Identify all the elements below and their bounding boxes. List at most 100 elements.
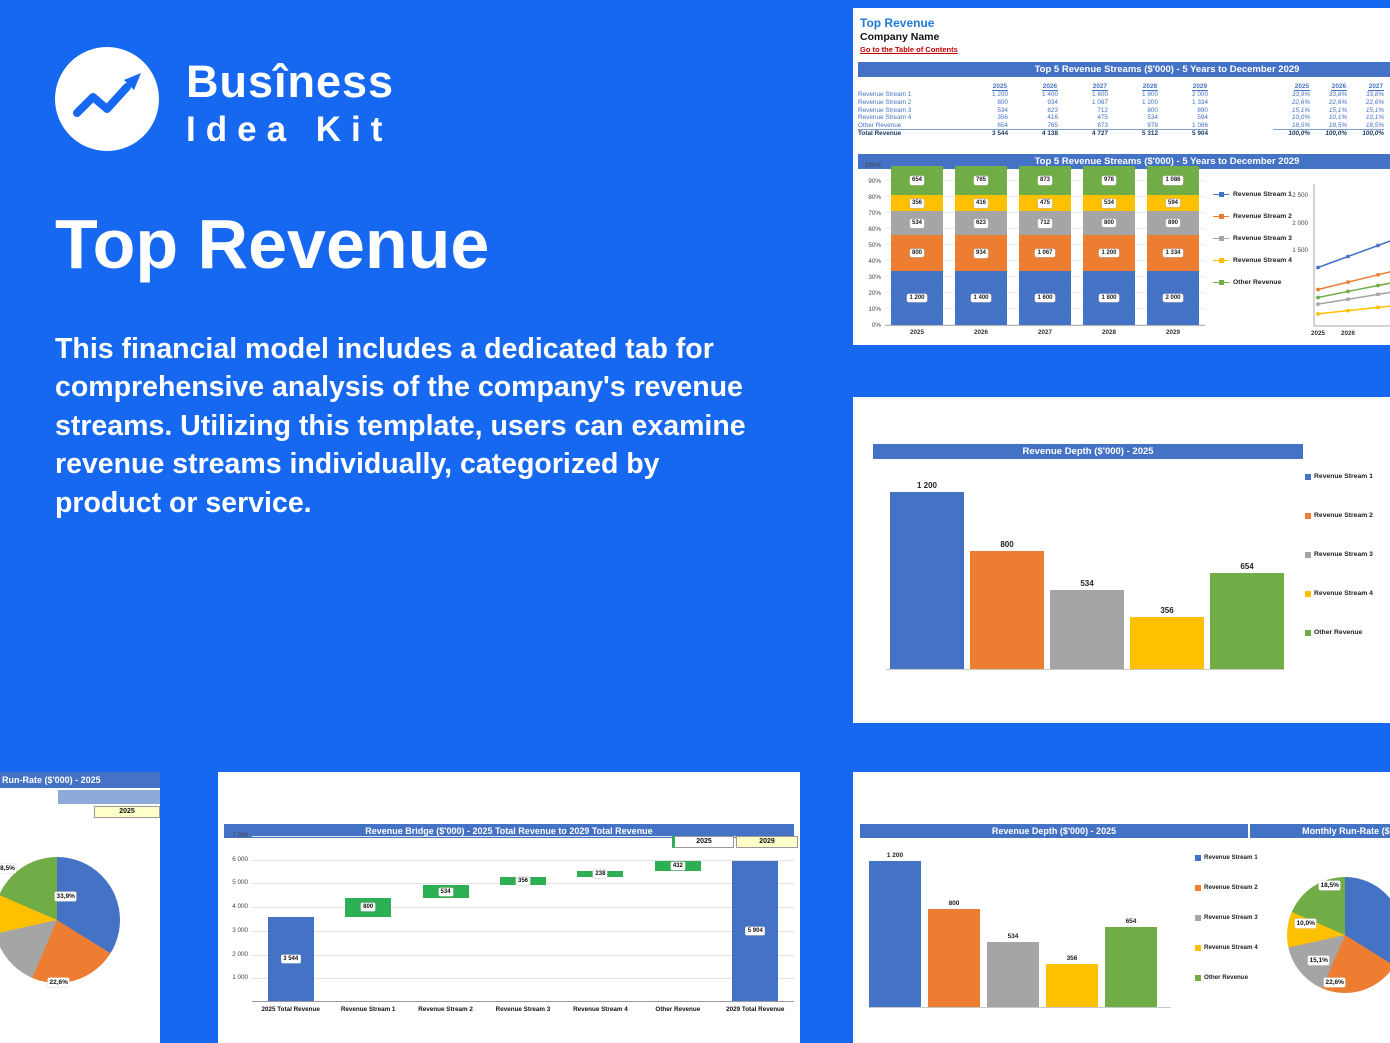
bar-segment: 2 000 — [1147, 271, 1199, 325]
legend-square — [1218, 258, 1224, 263]
bar-value-label: 534 — [1007, 932, 1019, 940]
cell-share: 10,1% — [1365, 114, 1384, 122]
pie-slice-label: 15,1% — [1308, 956, 1330, 965]
bar-segment: 1 400 — [955, 271, 1007, 325]
row-label: Revenue Stream 2 — [858, 98, 912, 106]
y-axis-tick: 1 000 — [232, 974, 248, 982]
runrate-panel: Run-Rate ($'000) - 2025 2025 18,5% 33,9% 2… — [0, 772, 160, 1043]
y-axis-tick: 2 000 — [1292, 219, 1308, 227]
segment-value-label: 1 600 — [1035, 293, 1055, 303]
cell-share: 22,6% — [1328, 98, 1347, 106]
legend-item: Revenue Stream 1 — [1195, 854, 1258, 861]
legend-square — [1305, 629, 1311, 636]
year-col-header: 2028 — [1141, 83, 1158, 91]
segment-value-label: 800 — [1101, 218, 1116, 228]
x-axis-tick: 2025 — [909, 329, 924, 336]
legend-item: Revenue Stream 1 — [1305, 473, 1373, 480]
segment-value-label: 934 — [973, 249, 988, 258]
x-axis-tick: 2025 Total Revenue — [261, 1006, 320, 1013]
y-axis-tick: 60% — [868, 226, 881, 233]
bar-segment: 1 200 — [1083, 235, 1135, 272]
bridge-year-chip-2025[interactable]: 2025 — [672, 836, 734, 848]
gridline — [252, 930, 794, 932]
bar-segment: 1 334 — [1147, 235, 1199, 272]
legend-square — [1218, 214, 1224, 219]
x-axis-tick: 2026 — [973, 329, 988, 336]
bridge-x-axis: 2025 Total Revenue Revenue Stream 1 Revenu… — [252, 1006, 794, 1013]
y-axis-tick: 10% — [868, 306, 881, 313]
legend-marker-icon — [1213, 257, 1229, 264]
gridline — [252, 907, 794, 909]
hero-title: Top Revenue — [55, 205, 490, 283]
bar-segment: 978 — [1083, 166, 1135, 196]
legend-item: Revenue Stream 4 — [1195, 944, 1258, 951]
cell-share: 100,0% — [1273, 129, 1310, 138]
cell-share: 22,6% — [1365, 98, 1384, 106]
cell-value: 654 — [997, 122, 1008, 130]
y-axis-tick: 100% — [864, 162, 881, 169]
legend-item: Revenue Stream 4 — [1305, 590, 1373, 597]
segment-value-label: 475 — [1037, 199, 1052, 208]
gridline — [252, 859, 794, 861]
year-col-header: 2025 — [991, 83, 1008, 91]
legend-label: Revenue Stream 3 — [1314, 551, 1373, 558]
year-col-header: 2027 — [1091, 83, 1108, 91]
segment-value-label: 2 000 — [1163, 293, 1183, 303]
bar-value-label: 800 — [1000, 540, 1014, 549]
row-label: Other Revenue — [858, 122, 902, 130]
cell-share: 10,0% — [1291, 114, 1310, 122]
hero-description: This financial model includes a dedicate… — [55, 333, 746, 519]
depth-bar — [869, 860, 921, 1007]
bridge-value-label: 432 — [670, 862, 685, 871]
cell-value: 416 — [1047, 114, 1058, 122]
toc-link[interactable]: Go to the Table of Contents — [860, 45, 958, 54]
monthly-runrate-pie — [1287, 877, 1390, 993]
x-axis-tick: 2029 — [1165, 329, 1180, 336]
table-title-bar: Top 5 Revenue Streams ($'000) - 5 Years … — [858, 62, 1390, 77]
runrate-title-bar: Run-Rate ($'000) - 2025 — [0, 772, 160, 788]
pie-slice-label: 18,5% — [1319, 881, 1341, 890]
table-row: Revenue Stream 4 356 416 475 534 594 10,0% 10,1… — [858, 114, 1390, 122]
depth-chart-small: 1 200 800 534 356 654 — [869, 850, 1171, 1008]
year-chip-2025[interactable]: 2025 — [94, 806, 160, 818]
bridge-year-chip-2029[interactable]: 2029 — [736, 836, 798, 848]
legend-label: Revenue Stream 4 — [1233, 257, 1292, 264]
cell-value: 5 312 — [1108, 129, 1158, 138]
bar-segment: 800 — [891, 235, 943, 272]
cell-value: 934 — [1047, 98, 1058, 106]
cell-share: 100,0% — [1347, 129, 1384, 138]
legend-label: Other Revenue — [1233, 279, 1282, 286]
segment-value-label: 594 — [1165, 198, 1180, 208]
legend-item: Other Revenue — [1305, 629, 1373, 636]
cell-share: 18,5% — [1365, 122, 1384, 130]
cell-value: 1 086 — [1192, 122, 1208, 130]
depth-bar — [928, 909, 980, 1007]
depth-col-1: 1 200 — [890, 481, 964, 669]
bar-value-label: 654 — [1240, 561, 1254, 571]
bridge-value-label: 5 904 — [745, 927, 765, 935]
legend-label: Revenue Stream 4 — [1204, 944, 1258, 951]
spreadsheet-panel: Top Revenue Company Name Go to the Table… — [853, 8, 1390, 345]
bridge-chart: 3 544 800 534 356 238 432 5 904 — [252, 836, 794, 1002]
y-axis-tick: 90% — [868, 178, 881, 185]
cell-share: 22,6% — [1291, 98, 1310, 106]
pie-slice-label: 33,9% — [55, 892, 77, 901]
bar-segment: 356 — [891, 195, 943, 212]
share-col-header: 2026 — [1330, 83, 1347, 91]
bar-segment: 1 067 — [1019, 235, 1071, 272]
bar-segment: 800 — [1083, 211, 1135, 236]
legend-marker-icon — [1213, 235, 1229, 242]
share-col-header: 2027 — [1367, 83, 1384, 91]
bar-segment: 934 — [955, 235, 1007, 272]
brand-name: Busîness Idea Kit — [186, 56, 394, 150]
legend-square — [1305, 590, 1311, 597]
legend-item: Revenue Stream 3 — [1305, 551, 1373, 558]
depth-legend: Revenue Stream 1 Revenue Stream 2 Revenue … — [1305, 473, 1373, 668]
cell-value: 623 — [1047, 106, 1058, 114]
cell-value: 5 904 — [1158, 129, 1208, 138]
bar-segment: 654 — [891, 166, 943, 196]
legend-square — [1305, 473, 1311, 480]
cell-value: 800 — [997, 98, 1008, 106]
cell-share: 10,1% — [1328, 114, 1347, 122]
stacked-bar-2025: 654 356 534 800 1 200 — [891, 166, 943, 325]
